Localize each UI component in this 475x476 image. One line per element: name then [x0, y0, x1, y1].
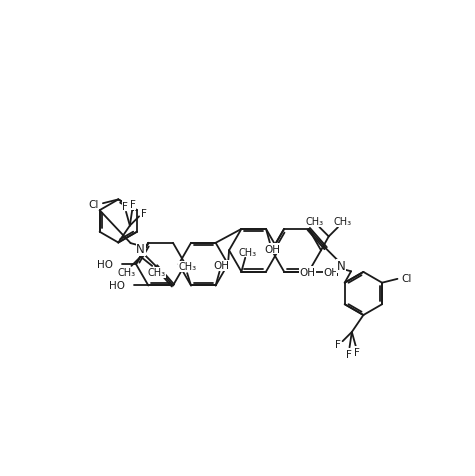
Text: OH: OH [324, 267, 340, 277]
Text: CH₃: CH₃ [333, 217, 352, 227]
Text: CH₃: CH₃ [178, 262, 196, 272]
Text: F: F [353, 347, 360, 357]
Text: OH: OH [299, 267, 315, 277]
Text: F: F [122, 201, 128, 211]
Text: F: F [335, 339, 341, 349]
Text: F: F [130, 199, 136, 209]
Text: HO: HO [97, 259, 113, 269]
Text: N: N [337, 260, 345, 273]
Text: Cl: Cl [401, 274, 412, 284]
Text: CH₃: CH₃ [238, 247, 256, 257]
Text: CH₃: CH₃ [148, 268, 166, 278]
Text: CH₃: CH₃ [306, 217, 324, 227]
Text: F: F [141, 209, 147, 219]
Text: N: N [136, 242, 145, 256]
Text: CH₃: CH₃ [118, 268, 136, 278]
Text: OH: OH [213, 261, 229, 271]
Text: HO: HO [109, 281, 125, 291]
Text: OH: OH [264, 245, 280, 255]
Text: F: F [346, 349, 352, 359]
Text: Cl: Cl [88, 199, 99, 209]
